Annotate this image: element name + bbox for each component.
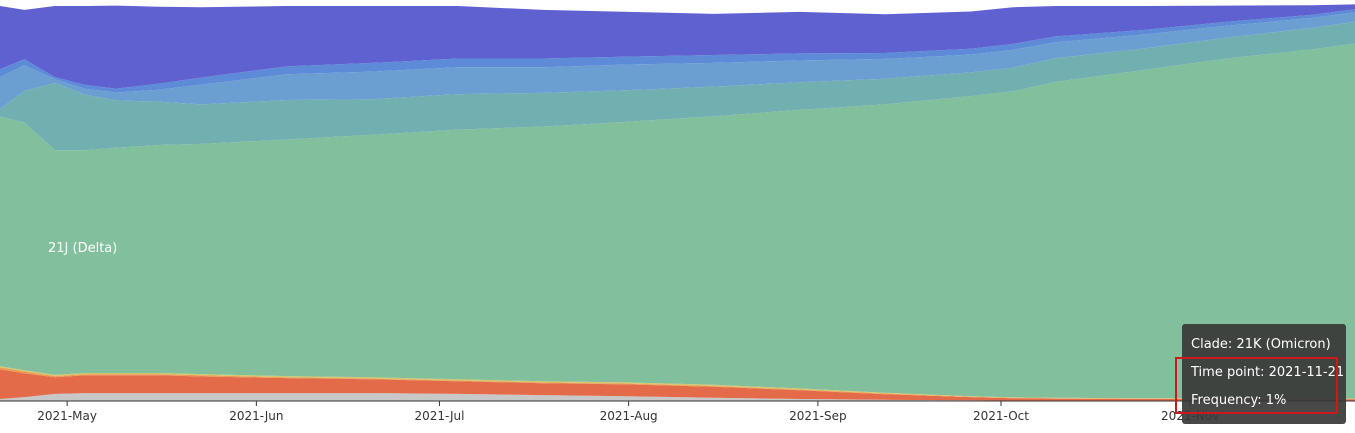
x-tick-label: 2021-Jul (414, 409, 464, 423)
series-label: 21J (Delta) (48, 241, 117, 256)
area-series-8[interactable] (0, 4, 1355, 89)
x-axis-ticks: 2021-May 2021-Jun 2021-Jul 2021-Aug 2021-Sep… (37, 401, 1219, 423)
tooltip-clade: Clade: 21K (Omicron) (1191, 337, 1331, 352)
area-series-6[interactable] (0, 12, 1355, 109)
area-series-0[interactable] (0, 393, 1355, 401)
area-series-1[interactable] (0, 369, 1355, 401)
area-series-5[interactable] (0, 21, 1355, 151)
tooltip-time-point: Time point: 2021-11-21 (1191, 365, 1345, 380)
x-tick-label: 2021-May (37, 409, 97, 423)
area-series-7[interactable] (0, 9, 1355, 93)
x-tick-label: 2021-Oct (973, 409, 1029, 423)
area-series-4[interactable] (0, 43, 1355, 399)
series-labels: 21J (Delta) (48, 241, 117, 256)
x-tick-label: 2021-Aug (600, 409, 658, 423)
x-tick-label: 2021-Sep (789, 409, 847, 423)
tooltip-frequency: Frequency: 1% (1191, 393, 1287, 408)
x-tick-label: 2021-Jun (229, 409, 283, 423)
hover-tooltip: Clade: 21K (Omicron) Time point: 2021-11… (1182, 324, 1346, 424)
area-series-group (0, 4, 1355, 401)
